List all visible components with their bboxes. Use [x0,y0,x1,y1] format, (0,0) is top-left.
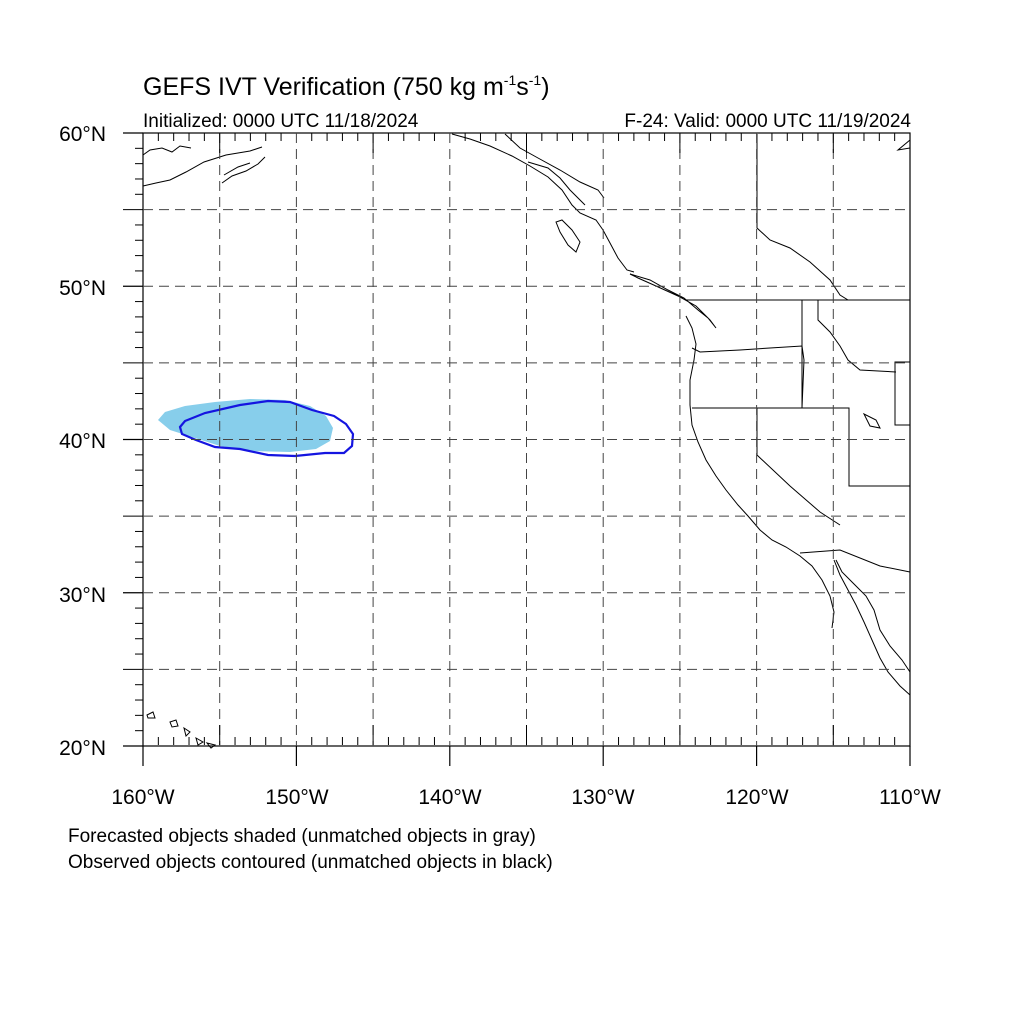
initialized-time: Initialized: 0000 UTC 11/18/2024 [143,111,419,132]
lat-label-60n: 60°N [59,123,106,146]
lon-label-160w: 160°W [111,786,174,809]
valid-time: F-24: Valid: 0000 UTC 11/19/2024 [624,111,911,132]
observed-note: Observed objects contoured (unmatched ob… [68,852,553,873]
lon-label-110w: 110°W [879,786,941,809]
lat-label-30n: 30°N [59,584,106,607]
lon-label-140w: 140°W [418,786,481,809]
lat-label-40n: 40°N [59,430,106,453]
forecast-object-shaded [158,399,333,452]
chart-title: GEFS IVT Verification (750 kg m-1s-1) [143,72,550,101]
grid-lines [143,133,910,746]
lon-label-130w: 130°W [571,786,634,809]
lon-label-120w: 120°W [725,786,788,809]
forecast-note: Forecasted objects shaded (unmatched obj… [68,826,536,847]
lon-label-150w: 150°W [265,786,328,809]
axis-ticks [123,132,911,766]
lat-label-20n: 20°N [59,737,106,760]
lat-label-50n: 50°N [59,277,106,300]
